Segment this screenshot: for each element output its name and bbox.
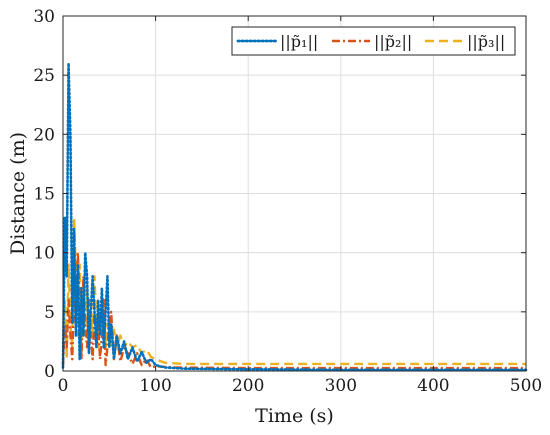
series-line-1: [61, 62, 528, 372]
y-tick-label: 5: [44, 303, 55, 323]
legend-label-3: ||p̃₃||: [467, 32, 505, 51]
grid-layer: [63, 16, 526, 371]
y-tick-label: 25: [33, 66, 55, 86]
x-tick-label: 100: [139, 376, 171, 396]
series-line-3: [61, 215, 526, 366]
y-tick-label: 15: [33, 185, 55, 205]
legend-label-2: ||p̃₂||: [374, 32, 412, 51]
y-tick-label: 30: [33, 7, 55, 27]
tick-layer: 0 100 200 300 400 500 0 5 10 15 20 25 30: [33, 7, 542, 396]
series-layer: [61, 62, 528, 372]
legend: ||p̃₁|| ||p̃₂|| ||p̃₃||: [231, 26, 516, 56]
x-tick-label: 500: [510, 376, 542, 396]
legend-box: [231, 26, 516, 56]
x-axis-label: Time (s): [255, 405, 334, 427]
x-tick-label: 0: [58, 376, 69, 396]
y-axis-label: Distance (m): [7, 132, 29, 255]
x-tick-label: 300: [325, 376, 357, 396]
x-tick-label: 200: [232, 376, 264, 396]
x-tick-label: 400: [417, 376, 449, 396]
y-tick-label: 0: [44, 362, 55, 382]
y-tick-label: 20: [33, 125, 55, 145]
legend-label-1: ||p̃₁||: [280, 32, 318, 51]
y-tick-label: 10: [33, 244, 55, 264]
